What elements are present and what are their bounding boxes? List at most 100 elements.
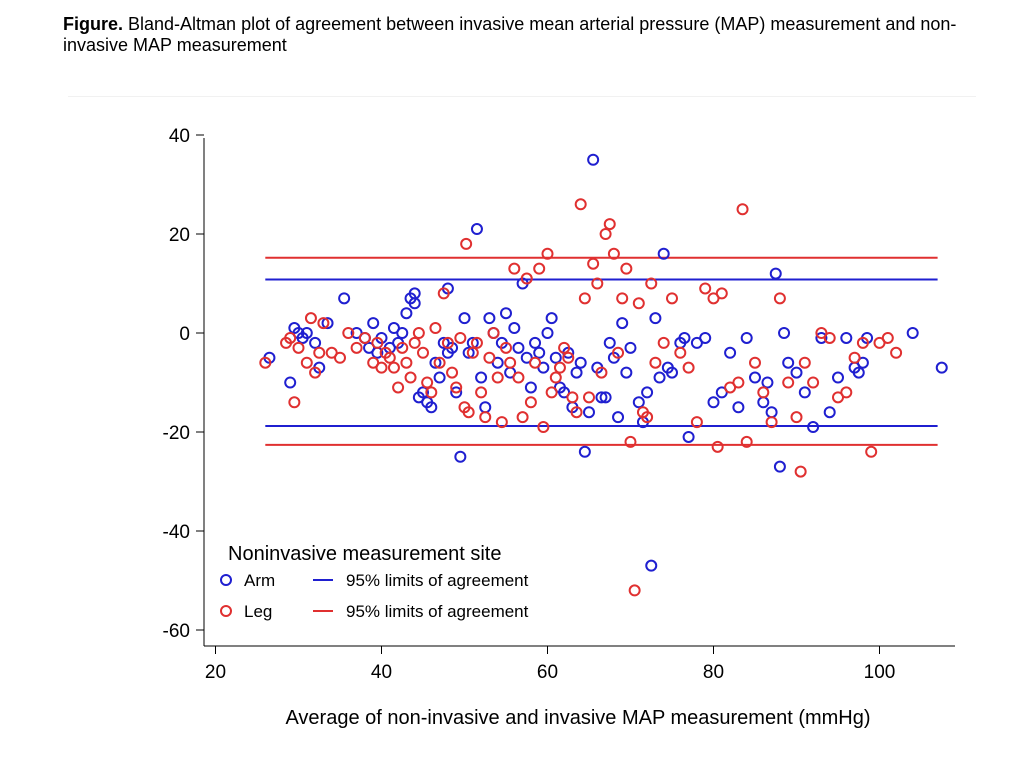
data-point-leg bbox=[574, 198, 587, 211]
data-point-arm bbox=[429, 356, 442, 369]
data-point-arm bbox=[533, 346, 546, 359]
data-point-arm bbox=[653, 371, 666, 384]
data-point-leg bbox=[749, 356, 761, 369]
data-point-leg bbox=[358, 331, 371, 344]
data-point-arm bbox=[475, 371, 488, 384]
data-point-arm bbox=[583, 406, 595, 419]
data-point-arm bbox=[425, 401, 438, 414]
data-point-leg bbox=[446, 366, 459, 379]
data-point-leg bbox=[649, 356, 662, 369]
data-point-arm bbox=[541, 327, 554, 339]
data-point-arm bbox=[529, 336, 542, 349]
data-point-arm bbox=[707, 396, 720, 409]
data-point-leg bbox=[334, 351, 346, 364]
y-tick-label: -20 bbox=[163, 423, 190, 444]
data-point-leg bbox=[317, 317, 330, 330]
x-tick-label: 20 bbox=[205, 662, 226, 683]
data-point-leg bbox=[408, 336, 421, 349]
data-point-arm bbox=[740, 331, 753, 344]
data-point-leg bbox=[541, 247, 554, 260]
data-point-leg bbox=[537, 421, 550, 434]
data-point-leg bbox=[798, 356, 811, 369]
data-point-arm bbox=[417, 386, 429, 399]
data-point-arm bbox=[599, 391, 612, 404]
data-point-leg bbox=[500, 341, 512, 354]
data-point-arm bbox=[479, 401, 492, 414]
data-point-arm bbox=[823, 406, 836, 419]
data-point-arm bbox=[832, 371, 844, 384]
data-point-leg bbox=[487, 327, 500, 339]
data-point-leg bbox=[856, 336, 869, 349]
data-point-leg bbox=[300, 356, 313, 369]
data-point-leg bbox=[520, 272, 533, 285]
data-point-arm bbox=[790, 366, 803, 379]
legend-label: 95% limits of agreement bbox=[346, 571, 529, 590]
data-point-arm bbox=[906, 327, 919, 339]
data-point-arm bbox=[578, 445, 591, 458]
data-point-leg bbox=[460, 237, 473, 250]
data-point-leg bbox=[512, 371, 525, 384]
data-point-arm bbox=[682, 430, 695, 443]
data-point-leg bbox=[682, 361, 695, 374]
data-point-arm bbox=[570, 366, 583, 379]
data-point-leg bbox=[624, 435, 637, 448]
data-point-leg bbox=[396, 341, 409, 354]
data-point-leg bbox=[524, 396, 537, 409]
data-point-arm bbox=[616, 317, 629, 330]
data-point-leg bbox=[595, 366, 608, 379]
data-point-leg bbox=[599, 228, 612, 240]
data-point-arm bbox=[935, 361, 948, 374]
data-point-leg bbox=[400, 356, 413, 369]
data-point-arm bbox=[757, 396, 770, 409]
data-point-leg bbox=[466, 346, 479, 359]
data-point-leg bbox=[773, 292, 786, 305]
data-point-leg bbox=[350, 341, 363, 354]
data-point-leg bbox=[690, 416, 703, 429]
data-point-leg bbox=[732, 376, 745, 389]
legend-marker-leg bbox=[220, 605, 232, 617]
legend-label: Arm bbox=[244, 571, 275, 590]
data-point-arm bbox=[458, 312, 471, 325]
x-tick-label: 40 bbox=[371, 662, 392, 683]
y-tick-label: 0 bbox=[179, 324, 190, 345]
data-point-leg bbox=[558, 341, 571, 354]
data-point-leg bbox=[545, 386, 558, 399]
data-point-leg bbox=[292, 341, 305, 354]
data-point-leg bbox=[823, 331, 836, 344]
data-point-leg bbox=[417, 346, 429, 359]
data-point-leg bbox=[587, 257, 600, 270]
data-point-arm bbox=[595, 391, 608, 404]
data-point-leg bbox=[553, 361, 566, 374]
data-point-arm bbox=[549, 351, 562, 364]
data-point-leg bbox=[616, 292, 629, 305]
data-point-arm bbox=[454, 450, 467, 463]
data-points-layer bbox=[259, 153, 948, 597]
data-point-arm bbox=[840, 331, 853, 344]
data-point-arm bbox=[620, 366, 633, 379]
y-tick-label: 20 bbox=[169, 225, 190, 246]
data-point-leg bbox=[433, 356, 446, 369]
data-point-leg bbox=[607, 247, 620, 260]
data-point-arm bbox=[632, 396, 645, 409]
data-point-arm bbox=[400, 307, 413, 320]
x-tick-label: 80 bbox=[703, 662, 724, 683]
data-point-leg bbox=[591, 277, 604, 290]
data-point-arm bbox=[699, 331, 712, 344]
data-point-leg bbox=[529, 356, 542, 369]
data-point-leg bbox=[491, 371, 504, 384]
data-point-leg bbox=[412, 327, 425, 339]
legend-label: Leg bbox=[244, 602, 272, 621]
data-point-leg bbox=[782, 376, 795, 389]
data-point-arm bbox=[574, 356, 587, 369]
data-point-arm bbox=[724, 346, 737, 359]
data-point-leg bbox=[711, 440, 724, 453]
data-point-leg bbox=[429, 322, 442, 335]
data-point-arm bbox=[666, 366, 678, 379]
data-point-leg bbox=[313, 346, 326, 359]
data-point-arm bbox=[778, 327, 791, 339]
data-point-arm bbox=[603, 336, 616, 349]
data-point-arm bbox=[338, 292, 351, 305]
data-point-leg bbox=[765, 416, 778, 429]
data-point-leg bbox=[674, 346, 687, 359]
